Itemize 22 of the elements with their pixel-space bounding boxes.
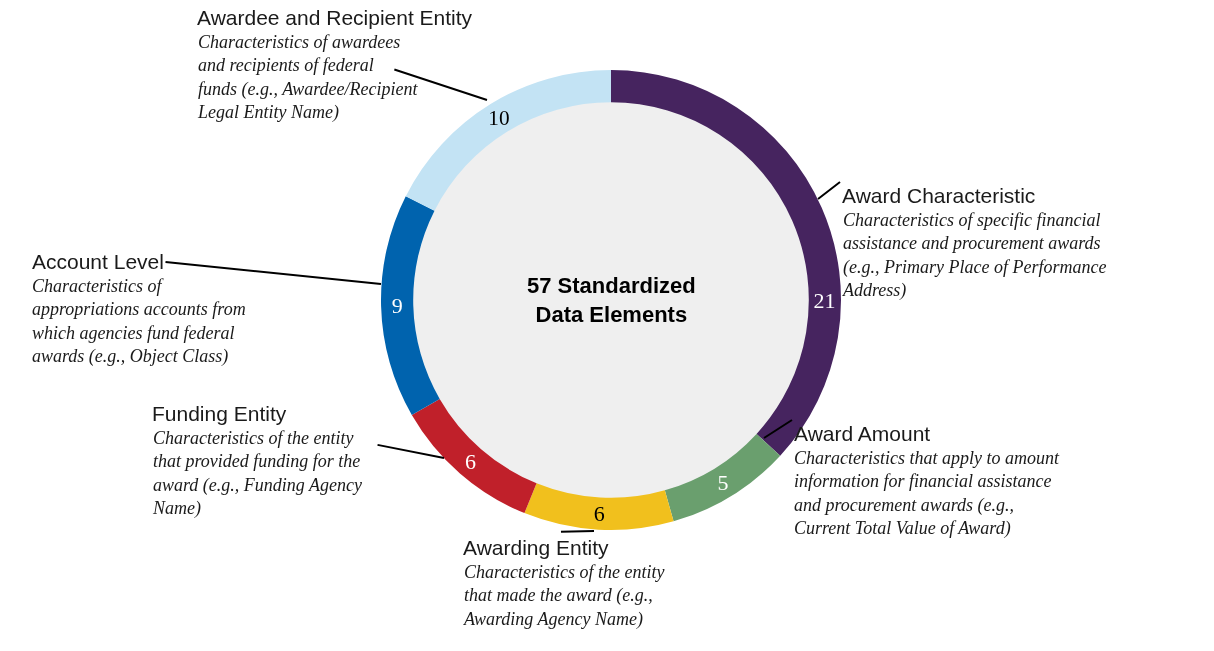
- data-label: 21: [813, 287, 836, 313]
- text: Characteristics that apply to amount information for financial assistance and procurement awards (e.g., Current Total Value of Award): [794, 448, 1060, 540]
- text: Characteristics of appropriations accounts from which agencies fund federal awards (e.g., Object Class): [32, 276, 246, 368]
- slice-label: Awardee and Recipient Entity: [197, 6, 473, 29]
- slice-label: Award Characteristic: [842, 184, 1036, 207]
- text: Characteristics of the entity that made the award (e.g., Awarding Agency Name): [463, 562, 665, 630]
- donut-slice: [524, 483, 674, 530]
- donut-slice: [381, 196, 440, 415]
- slice-label: Account Level: [32, 250, 164, 273]
- text: Characteristics of the entity that provided funding for the award (e.g., Funding Agency Name): [152, 428, 362, 520]
- slice-label: Awarding Entity: [463, 536, 610, 559]
- data-label: 5: [717, 469, 729, 495]
- data-label: 6: [465, 448, 477, 474]
- text: 57 Standardized Data Elements: [527, 273, 696, 327]
- text: Characteristics of specific financial assistance and procurement awards (e.g., Primary Place of Performance Address): [842, 210, 1107, 302]
- donut-slice: [411, 398, 537, 514]
- donut-slice: [664, 433, 781, 522]
- data-label: 10: [488, 106, 510, 131]
- data-label: 6: [593, 501, 605, 527]
- data-label: 9: [391, 293, 403, 319]
- slice-label: Funding Entity: [152, 402, 287, 425]
- slice-label: Award Amount: [794, 422, 931, 445]
